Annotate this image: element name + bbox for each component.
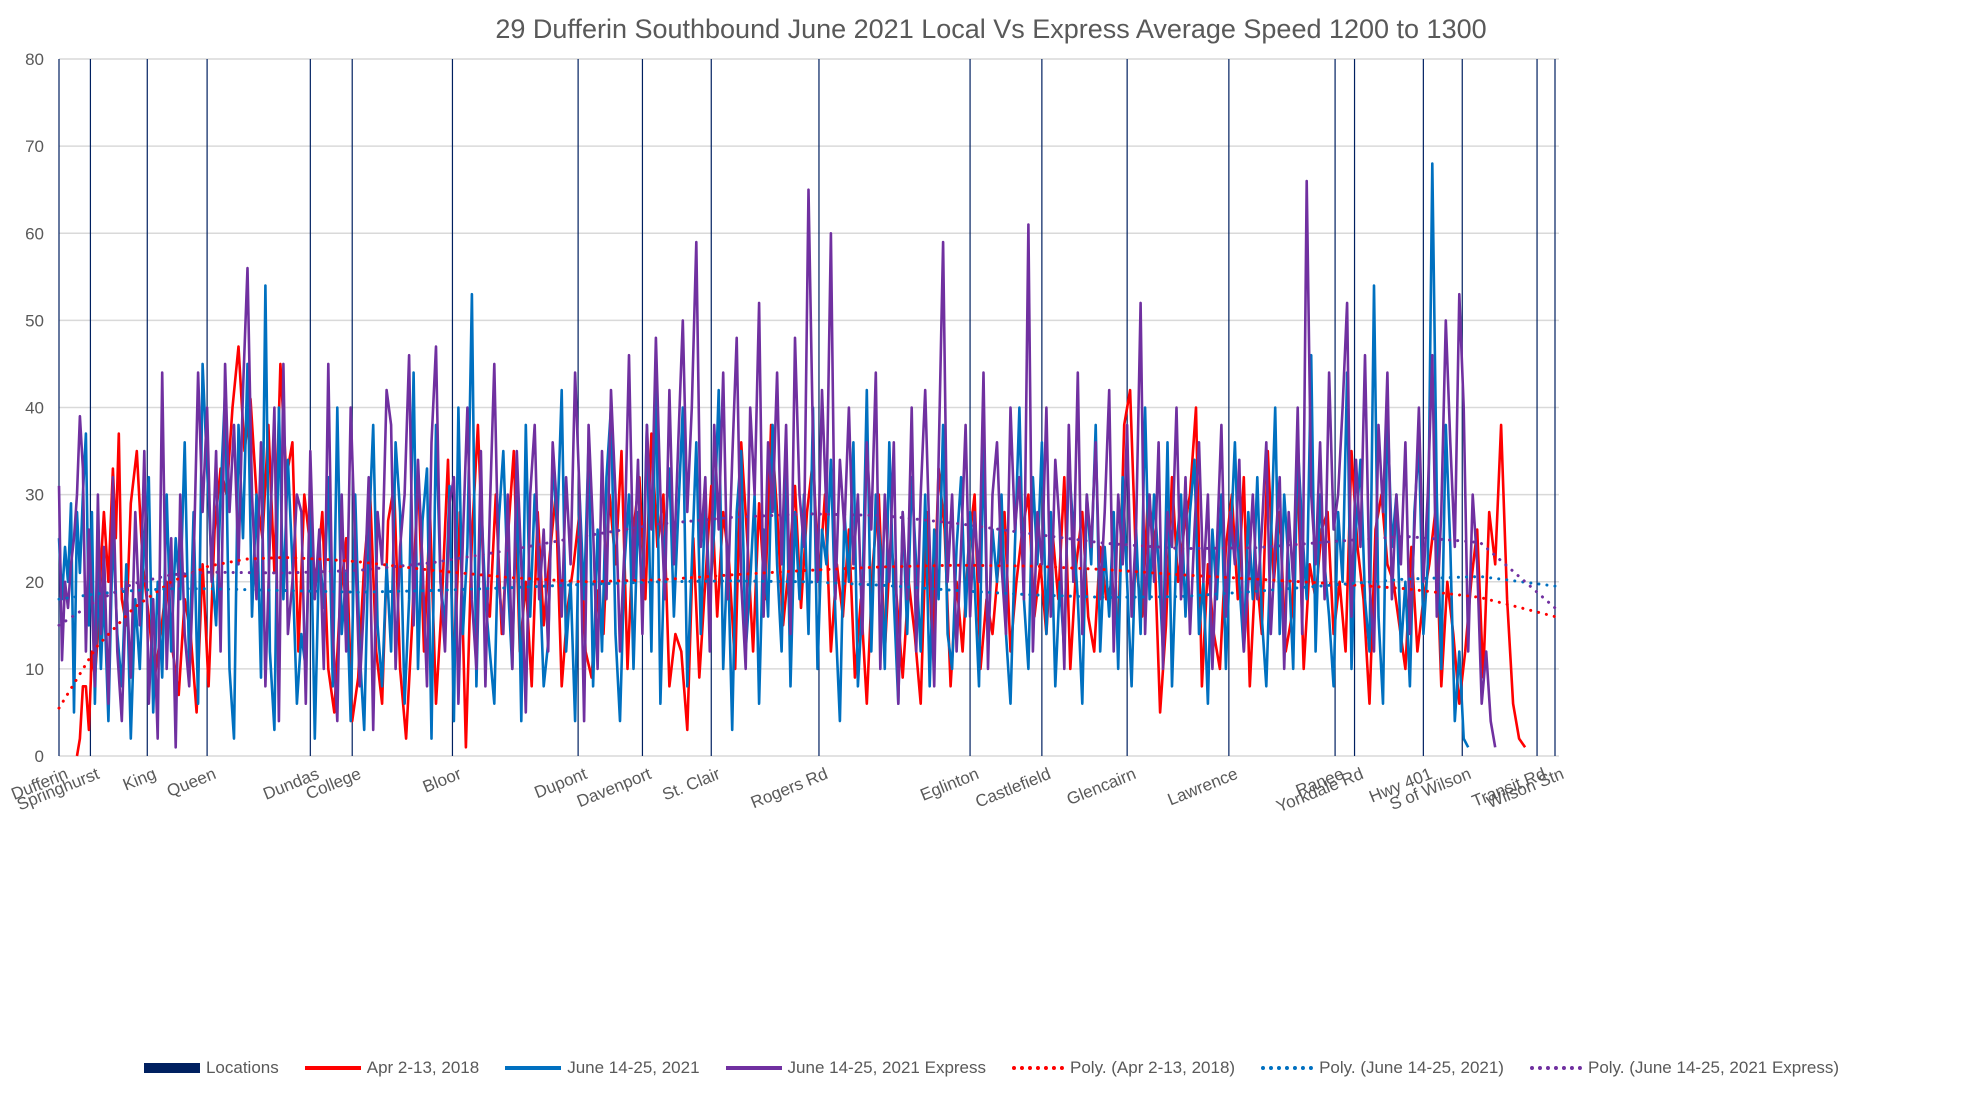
legend-swatch-icon [1261, 1066, 1314, 1070]
x-tick-label: Rogers Rd [748, 764, 830, 812]
series-line-trend-3 [57, 555, 1557, 710]
series-line-trend-4 [57, 575, 1557, 601]
x-tick-label: Queen [164, 764, 218, 801]
x-tick-label: Bloor [420, 764, 464, 797]
y-tick-label: 60 [25, 224, 44, 243]
y-tick-label: 50 [25, 311, 44, 330]
y-tick-label: 10 [25, 660, 44, 679]
x-tick-label: St. Clair [660, 764, 723, 804]
x-tick-label: Davenport [574, 764, 654, 811]
legend-swatch-icon [725, 1066, 782, 1070]
legend-label: Poly. (June 14-25, 2021) [1319, 1058, 1504, 1077]
y-tick-label: 20 [25, 573, 44, 592]
y-tick-label: 30 [25, 486, 44, 505]
legend-item: Poly. (June 14-25, 2021) [1261, 1058, 1504, 1078]
chart-legend: Locations Apr 2-13, 2018 June 14-25, 2021 J… [0, 1058, 1983, 1078]
series-line-1 [57, 162, 1470, 748]
legend-label: June 14-25, 2021 Express [787, 1058, 987, 1077]
y-tick-label: 70 [25, 137, 44, 156]
legend-swatch-icon [505, 1066, 562, 1070]
y-tick-label: 40 [25, 399, 44, 418]
legend-swatch-icon [1012, 1066, 1065, 1070]
y-tick-label: 80 [25, 50, 44, 69]
legend-item: June 14-25, 2021 Express [725, 1058, 987, 1078]
x-tick-label: Glencairn [1064, 764, 1139, 809]
legend-swatch-icon [143, 1063, 200, 1073]
legend-swatch-icon [304, 1066, 361, 1070]
legend-item: Poly. (Apr 2-13, 2018) [1012, 1058, 1235, 1078]
x-tick-label: Eglinton [917, 764, 981, 805]
legend-item: June 14-25, 2021 [505, 1058, 700, 1078]
y-axis-ticks: 0 10 20 30 40 50 60 70 80 [25, 50, 44, 766]
legend-label: Locations [205, 1058, 279, 1077]
x-tick-label: King [120, 764, 159, 794]
legend-label: Poly. (Apr 2-13, 2018) [1070, 1058, 1236, 1077]
series-lines [57, 162, 1557, 757]
legend-label: Poly. (June 14-25, 2021 Express) [1587, 1058, 1840, 1077]
legend-swatch-icon [1529, 1066, 1582, 1070]
legend-item: Poly. (June 14-25, 2021 Express) [1529, 1058, 1840, 1078]
series-line-2 [57, 179, 1497, 749]
chart-title: 29 Dufferin Southbound June 2021 Local V… [495, 14, 1486, 44]
legend-label: June 14-25, 2021 [567, 1058, 700, 1077]
legend-label: Apr 2-13, 2018 [366, 1058, 480, 1077]
x-tick-label: Castlefield [973, 764, 1054, 811]
x-tick-label: Lawrence [1165, 764, 1240, 809]
legend-item: Locations [143, 1058, 279, 1078]
series-line-trend-5 [57, 512, 1557, 627]
y-tick-label: 0 [35, 747, 44, 766]
legend-item: Apr 2-13, 2018 [304, 1058, 480, 1078]
